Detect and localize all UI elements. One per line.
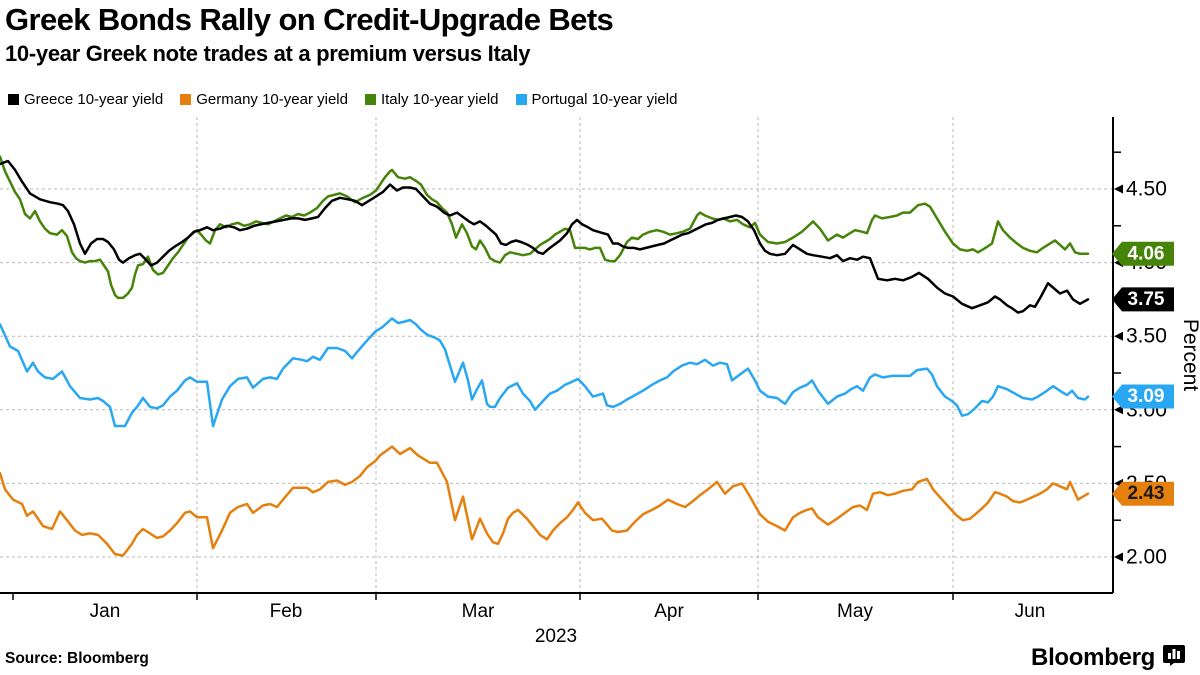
value-tag-greece [1112, 287, 1174, 312]
chart-legend: Greece 10-year yield Germany 10-year yiel… [8, 91, 677, 108]
legend-swatch-germany [180, 94, 192, 105]
y-major-tick [1114, 331, 1123, 341]
y-major-tick [1114, 405, 1123, 415]
bloomberg-logo: Bloomberg [1031, 643, 1186, 672]
y-major-tick [1114, 552, 1123, 562]
y-tick-label: 2.00 [1126, 546, 1167, 569]
x-tick-label-jun: Jun [1015, 601, 1046, 622]
value-tag-germany [1112, 481, 1174, 506]
chart-subtitle: 10-year Greek note trades at a premium v… [5, 40, 531, 66]
legend-swatch-greece [8, 94, 19, 105]
source-label: Source: Bloomberg [5, 650, 149, 667]
legend-item-germany: Germany 10-year yield [180, 91, 348, 108]
page-title: Greek Bonds Rally on Credit-Upgrade Bets [5, 2, 614, 37]
x-tick-label-mar: Mar [462, 601, 495, 622]
legend-item-italy: Italy 10-year yield [364, 91, 499, 108]
y-tick-label: 3.50 [1126, 325, 1167, 348]
bloomberg-chart-icon [1162, 643, 1186, 672]
x-tick-label-feb: Feb [270, 601, 303, 622]
series-line-portugal [0, 317, 1090, 428]
value-tag-label-italy: 4.06 [1128, 243, 1165, 264]
value-tag-portugal [1112, 384, 1174, 409]
x-tick-label-jan: Jan [90, 601, 121, 622]
bloomberg-wordmark: Bloomberg [1031, 643, 1155, 671]
series-line-germany [0, 445, 1090, 557]
y-axis-title: Percent [1179, 319, 1200, 392]
series-line-greece [0, 159, 1090, 314]
legend-swatch-italy [364, 94, 376, 105]
x-tick-label-may: May [837, 601, 873, 622]
legend-label-greece: Greece 10-year yield [24, 91, 164, 108]
legend-label-italy: Italy 10-year yield [380, 91, 499, 108]
series-line-italy [0, 155, 1090, 300]
legend-item-portugal: Portugal 10-year yield [515, 91, 678, 108]
legend-label-portugal: Portugal 10-year yield [531, 91, 678, 108]
value-tag-label-germany: 2.43 [1128, 483, 1165, 504]
value-tag-label-portugal: 3.09 [1128, 386, 1165, 407]
legend-item-greece: Greece 10-year yield [8, 91, 163, 108]
value-tag-italy [1112, 241, 1174, 266]
legend-label-germany: Germany 10-year yield [196, 91, 348, 108]
y-major-tick [1114, 184, 1123, 194]
y-tick-label: 4.50 [1126, 178, 1167, 201]
value-tag-label-greece: 3.75 [1128, 289, 1165, 310]
x-tick-label-apr: Apr [654, 601, 684, 622]
chart-header: Greek Bonds Rally on Credit-Upgrade Bets… [5, 2, 1195, 67]
x-axis-year-label: 2023 [535, 626, 577, 647]
legend-swatch-portugal [515, 94, 527, 105]
